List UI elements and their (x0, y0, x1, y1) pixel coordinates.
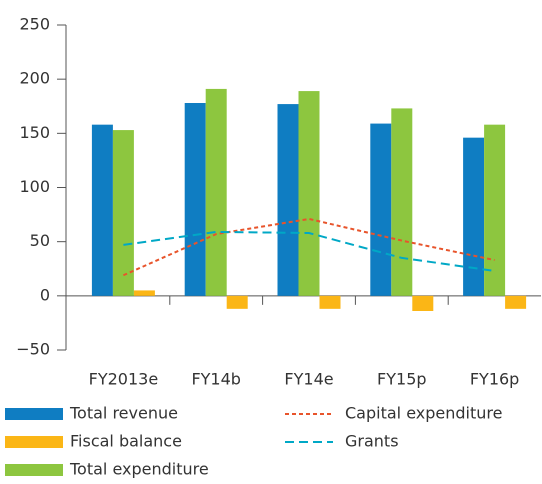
y-tick-label: 0 (40, 285, 50, 304)
x-tick-label: FY16p (470, 370, 520, 389)
y-tick-label: 150 (19, 123, 50, 142)
legend-swatch (5, 436, 63, 448)
bar (205, 88, 227, 296)
legend-swatch (5, 464, 63, 476)
bar (370, 123, 392, 296)
bar (298, 91, 320, 296)
bar (226, 295, 248, 309)
legend-label: Total expenditure (69, 460, 209, 479)
x-tick-label: FY2013e (89, 370, 159, 389)
y-tick-label: 200 (19, 69, 50, 88)
bar (112, 130, 134, 296)
line-series (123, 230, 495, 272)
bar (277, 104, 299, 296)
legend-label: Total revenue (69, 404, 178, 423)
bar (319, 295, 341, 309)
bar (184, 103, 206, 296)
y-tick-label: 250 (19, 15, 50, 34)
legend-label: Capital expenditure (345, 404, 502, 423)
bar (412, 295, 434, 311)
bar (484, 124, 506, 296)
bar (391, 108, 413, 296)
line-series (122, 217, 495, 277)
legend-label: Fiscal balance (70, 432, 182, 451)
y-tick-label: −50 (16, 340, 50, 359)
y-tick-label: 50 (30, 231, 50, 250)
legend-swatch (5, 408, 63, 420)
x-tick-label: FY14b (191, 370, 241, 389)
bar (505, 295, 527, 309)
bar (91, 124, 113, 296)
y-tick-label: 100 (19, 177, 50, 196)
x-tick-label: FY14e (284, 370, 333, 389)
legend-label: Grants (345, 432, 399, 451)
bar (463, 137, 485, 296)
bar (133, 290, 155, 296)
x-tick-label: FY15p (377, 370, 427, 389)
